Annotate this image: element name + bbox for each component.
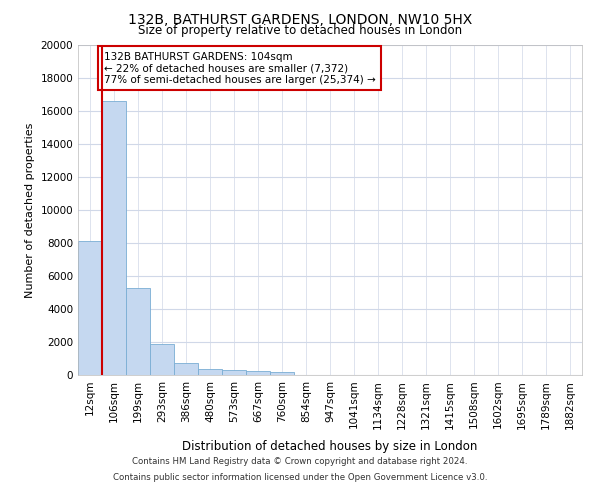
Y-axis label: Number of detached properties: Number of detached properties (25, 122, 35, 298)
Bar (198, 368, 222, 375)
Bar (222, 370, 246, 375)
Bar (102, 101, 126, 375)
Bar (246, 372, 270, 375)
Bar (270, 372, 294, 375)
Text: Size of property relative to detached houses in London: Size of property relative to detached ho… (138, 24, 462, 37)
X-axis label: Distribution of detached houses by size in London: Distribution of detached houses by size … (182, 440, 478, 452)
Bar (126, 288, 150, 375)
Text: Contains HM Land Registry data © Crown copyright and database right 2024.: Contains HM Land Registry data © Crown c… (132, 458, 468, 466)
Bar (174, 364, 198, 375)
Text: 132B BATHURST GARDENS: 104sqm
← 22% of detached houses are smaller (7,372)
77% o: 132B BATHURST GARDENS: 104sqm ← 22% of d… (104, 52, 376, 85)
Bar (150, 344, 174, 375)
Text: Contains public sector information licensed under the Open Government Licence v3: Contains public sector information licen… (113, 472, 487, 482)
Text: 132B, BATHURST GARDENS, LONDON, NW10 5HX: 132B, BATHURST GARDENS, LONDON, NW10 5HX (128, 12, 472, 26)
Bar (78, 242, 102, 375)
